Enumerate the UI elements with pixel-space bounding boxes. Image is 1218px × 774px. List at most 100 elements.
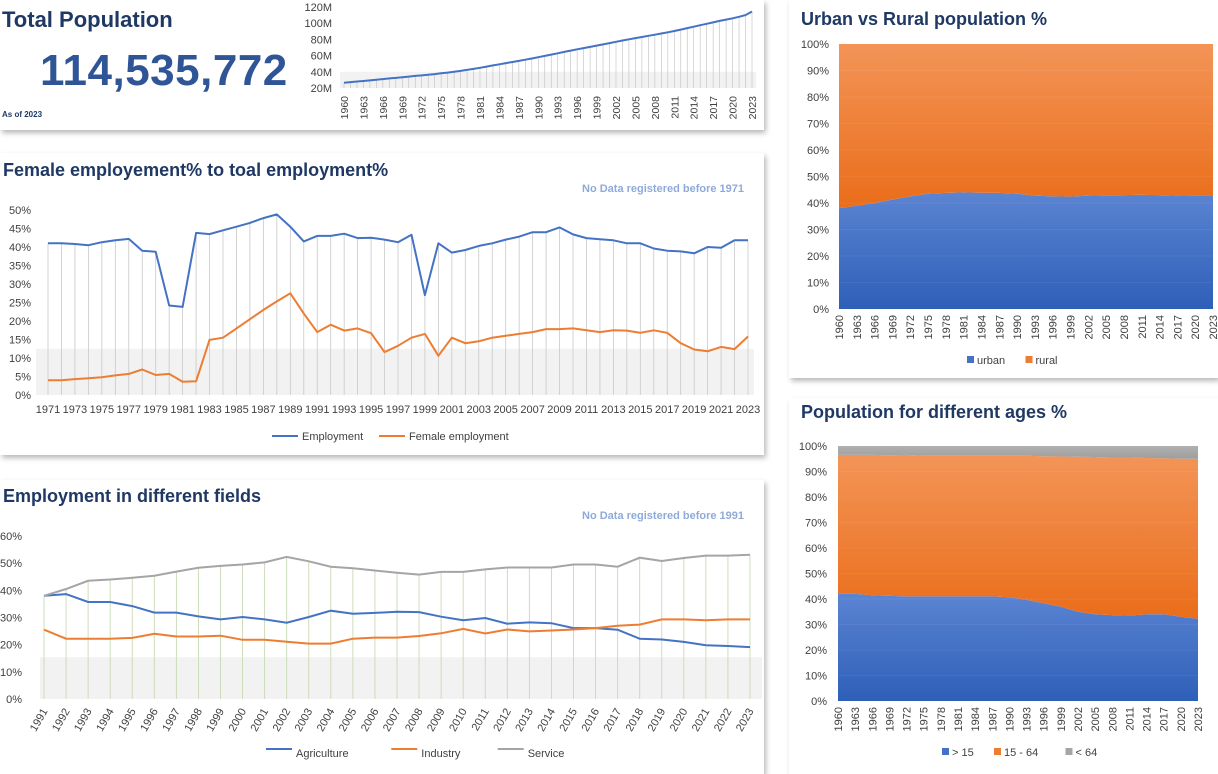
age-groups-area-chart: 0% 10% 20% 30% 40% 50% 60% 70% 80% 90% 100% 1960 196… [799,441,1205,759]
fields-employment-card: Employment in different fields No Data r… [0,480,764,774]
x-tick-label: 2000 [227,707,250,734]
x-tick-label: 2022 [712,707,735,734]
x-tick-label: 1978 [936,707,948,731]
x-tick-label: 2007 [520,404,544,416]
x-tick-label: 1966 [378,96,390,120]
x-tick-label: 2015 [557,707,580,734]
y-tick-label: 10% [805,671,827,683]
x-tick-label: 2017 [708,96,720,120]
x-tick-label: 2001 [440,404,464,416]
y-tick-label: 25% [9,298,31,310]
y-tick-label: 0% [6,694,22,706]
y-tick-label: 5% [15,372,31,384]
y-tick-label: 80% [807,92,829,104]
x-tick-label: 1981 [953,707,965,731]
female-employment-note: No Data registered before 1971 [582,183,745,195]
series-line-service [43,553,751,597]
x-tick-label: 1993 [72,707,95,734]
x-tick-label: 2008 [403,707,426,734]
y-tick-label: 0% [813,304,829,316]
x-tick-label: 2023 [747,96,758,120]
female-employment-title: Female employement% to toal employment% [3,160,389,180]
x-tick-label: 2002 [1083,315,1095,339]
y-tick-label: 100% [799,441,827,453]
age-groups-card: Population for different ages % 0% 10% 20%… [789,398,1218,774]
legend-swatch [1025,356,1033,363]
x-tick-label: 2013 [513,707,536,734]
x-tick-label: 2004 [315,707,338,734]
x-tick-label: 2005 [493,404,517,416]
shaded-band [340,71,756,88]
x-tick-label: 1960 [833,707,845,731]
x-tick-label: 2014 [1142,707,1154,731]
x-tick-label: 1978 [456,96,468,120]
y-tick-label: 50% [807,172,829,184]
y-tick-label: 90% [805,467,827,479]
fields-employment-line-chart: 0% 10% 20% 30% 40% 50% 60% 1991 1992 1993 1994 1995… [0,531,762,760]
x-tick-label: 2020 [1176,707,1188,731]
area-64 [838,446,1198,459]
x-tick-label: 1981 [170,404,194,416]
y-tick-label: 60% [805,543,827,555]
x-tick-label: 1966 [867,707,879,731]
x-tick-label: 1996 [572,96,584,120]
x-tick-label: 2017 [1159,707,1171,731]
x-tick-label: 2005 [1090,707,1102,731]
x-tick-label: 2002 [271,707,294,734]
x-tick-label: 2018 [624,707,647,734]
y-tick-label: 50% [0,558,22,570]
x-tick-label: 2011 [470,707,492,733]
shaded-band [36,348,754,395]
x-tick-label: 2002 [611,96,623,120]
legend-swatch [967,356,974,363]
x-tick-label: 2008 [1119,315,1131,339]
series-line-industry [43,618,750,645]
x-tick-label: 1979 [143,404,167,416]
female-employment-line-chart: 0%5%10%15%20%25%30%35%40%45%50%1971 1973 1… [9,205,760,443]
y-tick-label: 30% [805,620,827,632]
x-tick-label: 1969 [887,315,899,339]
legend-label: rural [1036,355,1058,367]
x-tick-label: 1999 [413,404,437,416]
x-tick-label: 2023 [1193,707,1205,731]
x-tick-label: 1985 [224,404,248,416]
legend-swatch [1065,748,1073,755]
y-tick-label: 0% [811,696,827,708]
total-population-value: 114,535,772 [40,46,288,95]
x-tick-label: 1990 [1012,315,1024,339]
x-tick-label: 1971 [36,404,60,416]
x-tick-label: 1999 [204,707,227,734]
x-tick-label: 1999 [592,96,604,120]
x-tick-label: 1989 [278,404,302,416]
x-tick-label: 2003 [467,404,491,416]
x-tick-label: 2023 [734,707,757,734]
x-tick-label: 2009 [425,707,448,734]
x-tick-label: 2021 [690,707,713,734]
x-tick-label: 2020 [1190,315,1202,339]
shaded-band [40,657,762,699]
x-tick-label: 1975 [923,315,935,339]
as-of-label: As of 2023 [2,110,43,119]
urban-rural-title: Urban vs Rural population % [801,9,1048,29]
x-tick-label: 2021 [709,404,733,416]
x-tick-label: 1994 [94,707,117,734]
area-15-64 [838,454,1198,619]
x-tick-label: 2011 [575,404,599,416]
female-employment-card: Female employement% to toal employment% … [0,153,764,455]
x-tick-label: 1984 [976,315,988,339]
x-tick-label: 1993 [332,404,356,416]
legend-swatch [994,748,1001,755]
x-tick-label: 2008 [650,96,662,120]
x-tick-label: 1983 [197,404,221,416]
x-tick-label: 1997 [386,404,410,416]
x-tick-label: 2023 [736,404,760,416]
x-tick-label: 1999 [1066,315,1078,339]
x-tick-label: 2019 [682,404,706,416]
x-tick-label: 1981 [959,315,971,339]
y-tick-label: 40% [9,242,31,254]
legend-swatch [942,748,949,755]
series-line-employment [48,213,748,308]
x-tick-label: 2005 [337,707,360,734]
population-line [343,10,753,84]
area-urban [839,192,1213,309]
